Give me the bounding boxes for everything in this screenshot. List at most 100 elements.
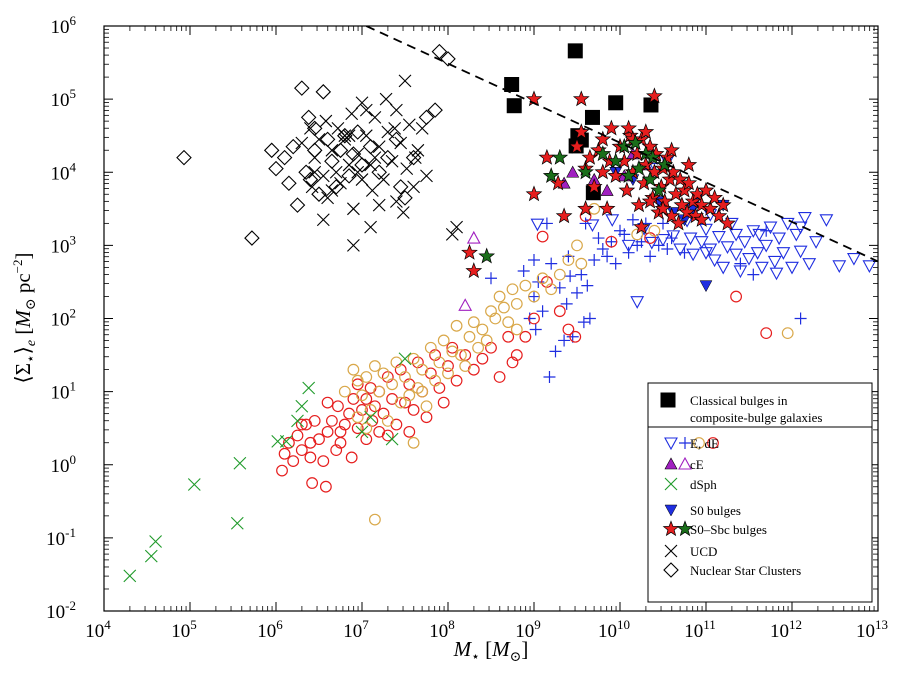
e-de-gold-circles-point [369, 360, 381, 372]
ucd-point [368, 111, 382, 124]
s0-sbc-green-stars-point [620, 167, 637, 184]
s0-sbc-red-stars-point [572, 123, 590, 140]
nuclear-star-clusters-point [405, 149, 422, 166]
ucd-point [411, 143, 425, 157]
e-de-crosses-point [540, 217, 553, 230]
nuclear-star-clusters-point [418, 109, 435, 126]
s0-sbc-red-stars-point [680, 156, 698, 173]
e-de-triangles-point [683, 232, 698, 246]
y-tick-label: 102 [51, 306, 77, 331]
e-de-triangles-point [746, 225, 761, 238]
e-de-gold-circles-point [781, 327, 794, 340]
e-de-gold-circles-point [480, 334, 493, 347]
e-de-red-circles-point [295, 418, 308, 431]
ucd-point [351, 165, 365, 179]
dsph-point [364, 410, 377, 424]
legend-label: Nuclear Star Clusters [690, 563, 801, 578]
e-de-gold-circles-point [575, 257, 588, 270]
dsph-point [291, 414, 304, 428]
e-de-crosses-point [581, 279, 594, 292]
y-tick-exponent: 1 [70, 379, 77, 394]
ucd-point [345, 107, 359, 121]
e-de-crosses-point [577, 316, 590, 329]
ucd-point [304, 121, 317, 135]
e-de-triangles-point [819, 214, 834, 227]
e-de-red-circles-point [446, 341, 459, 354]
e-de-triangles-point [711, 231, 726, 244]
e-de-crosses-point [571, 286, 583, 299]
s0-sbc-green-stars-point [542, 167, 560, 184]
e-de-red-circles-point [528, 312, 540, 325]
e-de-crosses-point [545, 257, 558, 270]
y-tick-label: 103 [51, 232, 77, 257]
ucd-point [355, 96, 369, 110]
x-tick-label: 108 [429, 617, 455, 642]
e-de-gold-circles-point [420, 400, 433, 413]
e-de-red-circles-point [476, 352, 489, 365]
e-de-gold-circles-point [433, 356, 446, 369]
ucd-point [385, 154, 399, 168]
e-de-red-circles-point [605, 235, 618, 248]
e-de-triangles-point [767, 255, 782, 269]
e-de-crosses-point [794, 312, 807, 325]
e-de-triangles-point [752, 228, 767, 242]
y-tick-exponent: 3 [70, 232, 77, 247]
e-de-red-circles-point [437, 396, 450, 409]
e-de-triangles-point [785, 261, 799, 275]
s0-sbc-red-stars-point [620, 119, 637, 136]
y-axis-label: ⟨Σ⋆⟩e [M⊙ pc−2] [10, 252, 39, 383]
e-de-triangles-point [754, 261, 769, 275]
legend-label: dSph [690, 477, 717, 492]
s0-sbc-red-stars-point [701, 200, 719, 216]
dsph-point [385, 432, 399, 446]
s0-sbc-red-stars-point [654, 200, 672, 216]
s0-sbc-red-stars-point [538, 148, 556, 165]
dsph-point [295, 399, 309, 413]
x-tick-label: 1011 [684, 617, 716, 642]
e-de-gold-circles-point [381, 414, 394, 427]
e-de-red-circles-point [306, 477, 319, 489]
y-tick-exponent: 0 [70, 452, 77, 467]
e-de-red-circles-point [502, 330, 515, 343]
nuclear-star-clusters-point [392, 179, 409, 195]
e-de-gold-circles-point [472, 341, 485, 354]
e-de-gold-circles-point [407, 436, 420, 449]
ucd-point [390, 103, 403, 117]
nuclear-star-clusters-point [300, 109, 317, 126]
nuclear-star-clusters-point [431, 43, 448, 60]
e-de-red-circles-point [334, 425, 347, 438]
nuclear-star-clusters-point [397, 190, 413, 206]
x-tick-exponent: 4 [104, 617, 111, 632]
nuclear-star-clusters-point [341, 168, 357, 184]
classical-bulges-point [643, 97, 659, 113]
e-de-triangles-point [772, 232, 787, 246]
e-de-crosses-point [644, 250, 657, 263]
ucd-point [388, 121, 402, 135]
s0-sbc-green-stars-point [650, 181, 668, 198]
e-de-crosses-point [579, 217, 592, 230]
s0-sbc-red-stars-point [637, 156, 655, 173]
ucd-point [372, 198, 386, 212]
ce-filled-point [566, 165, 580, 178]
e-de-red-circles-point [519, 330, 532, 343]
e-de-gold-circles-point [377, 367, 390, 380]
dsph-point [149, 535, 162, 548]
s0-sbc-red-stars-point [637, 123, 655, 140]
nuclear-star-clusters-point [315, 84, 332, 100]
nuclear-star-clusters-point [285, 138, 301, 155]
nuclear-star-clusters-point [388, 131, 405, 148]
e-de-crosses-point [605, 235, 618, 248]
legend-label: UCD [690, 544, 717, 559]
e-de-triangles-point [729, 248, 744, 262]
legend-symbol-open-diamond [663, 562, 679, 578]
e-de-crosses-point [583, 312, 596, 325]
e-de-triangles-point [763, 221, 778, 235]
dsph-point [123, 569, 137, 583]
legend-symbol-filled-triangle-up [664, 457, 678, 470]
e-de-triangles-point [699, 247, 713, 260]
nuclear-star-clusters-point [440, 51, 456, 67]
s0-sbc-red-stars-point [658, 148, 676, 165]
e-de-red-circles-point [450, 374, 463, 387]
s0-sbc-green-stars-point [478, 247, 496, 264]
e-de-gold-circles-point [489, 312, 502, 325]
